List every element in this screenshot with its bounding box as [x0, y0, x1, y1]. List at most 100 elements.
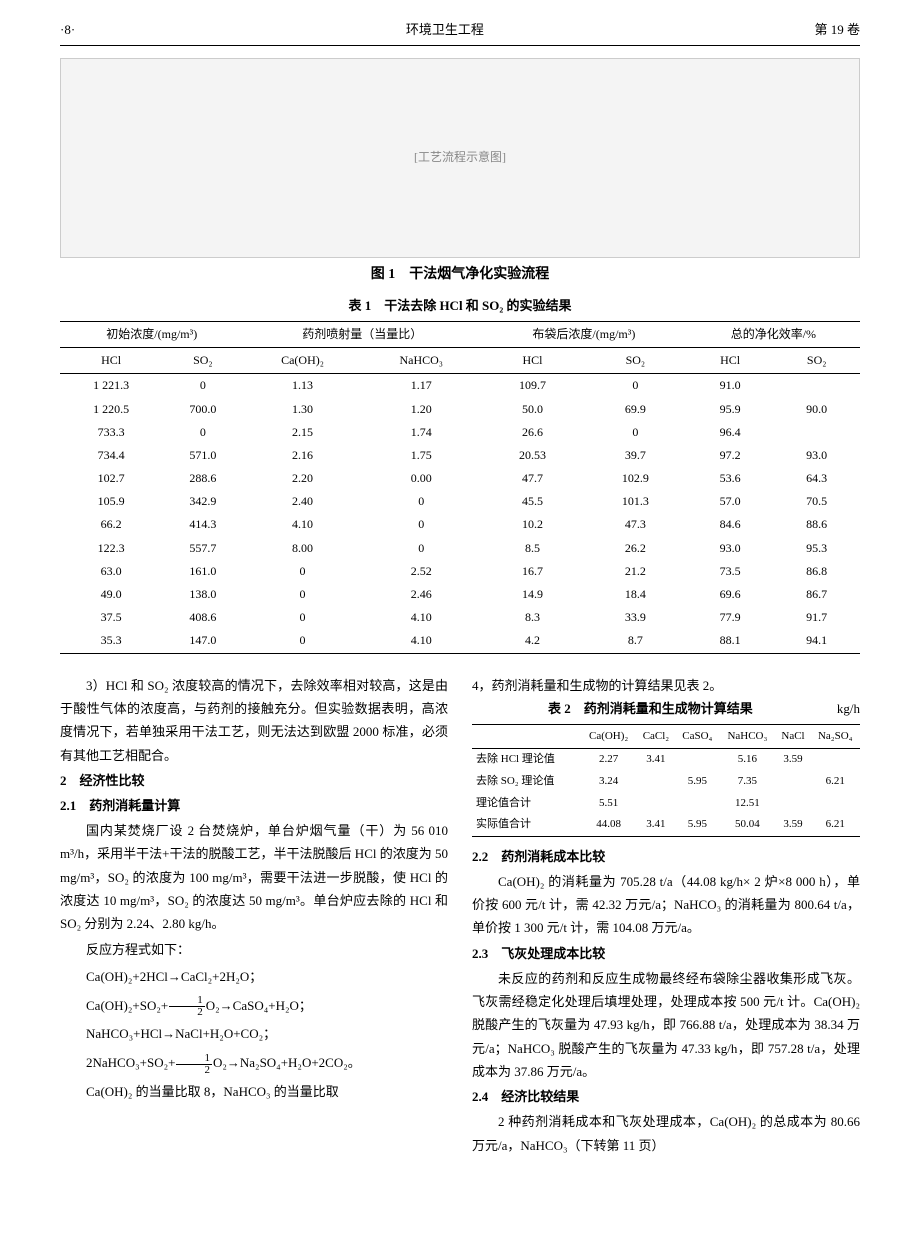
table-cell: 3.41 [636, 814, 675, 836]
table-cell: 21.2 [584, 560, 687, 583]
table-2: Ca(OH)₂ CaCl₂ CaSO₄ NaHCO₃ NaCl Na₂SO₄ 去… [472, 724, 860, 837]
table-cell: 26.2 [584, 537, 687, 560]
table-cell: 3.59 [776, 749, 811, 771]
table-cell [776, 771, 811, 793]
table-cell: 95.9 [687, 398, 774, 421]
table-cell: 94.1 [773, 629, 860, 653]
table-row: 1 220.5700.01.301.2050.069.995.990.0 [60, 398, 860, 421]
table-cell: 50.0 [481, 398, 584, 421]
figure-1-caption: 图 1 干法烟气净化实验流程 [60, 264, 860, 286]
table-cell: 5.51 [581, 793, 637, 815]
table-cell: 0 [361, 490, 481, 513]
table-cell: 84.6 [687, 513, 774, 536]
eq-text: NaHCO₃+HCl→NaCl+H₂O+CO₂； [86, 1026, 276, 1041]
table-1: 初始浓度/(mg/m³) 药剂喷射量（当量比） 布袋后浓度/(mg/m³) 总的… [60, 321, 860, 654]
table-cell: 288.6 [162, 467, 243, 490]
table-cell [773, 374, 860, 398]
table-cell: 3.59 [776, 814, 811, 836]
left-column: 3）HCl 和 SO₂ 浓度较高的情况下，去除效率相对较高，这是由于酸性气体的浓… [60, 674, 448, 1159]
table-cell [776, 793, 811, 815]
body-paragraph: 国内某焚烧厂设 2 台焚烧炉，单台炉烟气量（干）为 56 010 m³/h，采用… [60, 819, 448, 936]
table-cell: 2.15 [244, 421, 362, 444]
table-cell: 6.21 [810, 771, 860, 793]
table-cell: 7.35 [719, 771, 775, 793]
eq-text: O₂→Na₂SO₄+H₂O+2CO₂。 [213, 1055, 361, 1070]
subsection-heading: 2.1 药剂消耗量计算 [60, 796, 448, 817]
table-cell: 2.40 [244, 490, 362, 513]
table-1-caption: 表 1 干法去除 HCl 和 SO₂ 的实验结果 [60, 296, 860, 317]
t1-group-header: 总的净化效率/% [687, 321, 860, 347]
table-row: 63.0161.002.5216.721.273.586.8 [60, 560, 860, 583]
table-row: 1 221.301.131.17109.7091.0 [60, 374, 860, 398]
equation-2: Ca(OH)₂+SO₂+12O₂→CaSO₄+H₂O； [60, 994, 448, 1019]
table-row: 去除 SO₂ 理论值3.245.957.356.21 [472, 771, 860, 793]
table-cell: 47.7 [481, 467, 584, 490]
table-cell: 8.00 [244, 537, 362, 560]
table-cell: 88.6 [773, 513, 860, 536]
t1-group-header: 布袋后浓度/(mg/m³) [481, 321, 687, 347]
table-cell: 57.0 [687, 490, 774, 513]
table-cell: 4.10 [361, 606, 481, 629]
t1-sub-header: NaHCO₃ [361, 348, 481, 374]
table-cell: 93.0 [687, 537, 774, 560]
table-row: 理论值合计5.51 12.51 [472, 793, 860, 815]
table-row: 35.3147.004.104.28.788.194.1 [60, 629, 860, 653]
table-cell: 去除 SO₂ 理论值 [472, 771, 581, 793]
table-cell [675, 749, 719, 771]
table-cell: 0 [244, 629, 362, 653]
table-cell: 39.7 [584, 444, 687, 467]
table-cell: 109.7 [481, 374, 584, 398]
table-cell: 414.3 [162, 513, 243, 536]
table-cell: 700.0 [162, 398, 243, 421]
table-cell [773, 421, 860, 444]
t2-header: Na₂SO₄ [810, 724, 860, 749]
table-cell: 6.21 [810, 814, 860, 836]
table-cell: 63.0 [60, 560, 162, 583]
body-paragraph: 2 种药剂消耗成本和飞灰处理成本，Ca(OH)₂ 的总成本为 80.66 万元/… [472, 1110, 860, 1157]
table-cell: 93.0 [773, 444, 860, 467]
table-cell: 0 [361, 537, 481, 560]
table-cell: 理论值合计 [472, 793, 581, 815]
table-cell: 1.20 [361, 398, 481, 421]
table-cell: 96.4 [687, 421, 774, 444]
subsection-heading: 2.4 经济比较结果 [472, 1087, 860, 1108]
table-cell: 2.20 [244, 467, 362, 490]
t2-header: NaHCO₃ [719, 724, 775, 749]
t1-sub-header: Ca(OH)₂ [244, 348, 362, 374]
table-cell: 122.3 [60, 537, 162, 560]
t1-group-header: 药剂喷射量（当量比） [244, 321, 481, 347]
table-row: 66.2414.34.10010.247.384.688.6 [60, 513, 860, 536]
table-cell: 2.16 [244, 444, 362, 467]
t2-header [472, 724, 581, 749]
table-cell: 90.0 [773, 398, 860, 421]
table-cell: 50.04 [719, 814, 775, 836]
table-cell: 101.3 [584, 490, 687, 513]
figure-placeholder-text: [工艺流程示意图] [414, 148, 506, 167]
table-cell: 14.9 [481, 583, 584, 606]
t1-group-header: 初始浓度/(mg/m³) [60, 321, 244, 347]
table-cell: 35.3 [60, 629, 162, 653]
eq-text: 2NaHCO₃+SO₂+ [86, 1055, 175, 1070]
table-cell: 5.95 [675, 814, 719, 836]
table-cell: 69.6 [687, 583, 774, 606]
table-cell: 86.7 [773, 583, 860, 606]
table-cell: 138.0 [162, 583, 243, 606]
table-cell: 44.08 [581, 814, 637, 836]
table-cell: 4.10 [361, 629, 481, 653]
table-cell: 66.2 [60, 513, 162, 536]
t1-sub-header: HCl [481, 348, 584, 374]
table-cell: 8.3 [481, 606, 584, 629]
table-cell: 20.53 [481, 444, 584, 467]
table-cell: 0 [584, 374, 687, 398]
table-cell: 2.27 [581, 749, 637, 771]
t2-header: CaSO₄ [675, 724, 719, 749]
table-row: 实际值合计44.083.415.9550.043.596.21 [472, 814, 860, 836]
table-cell: 12.51 [719, 793, 775, 815]
subsection-heading: 2.3 飞灰处理成本比较 [472, 944, 860, 965]
table-cell: 0 [361, 513, 481, 536]
table-cell: 86.8 [773, 560, 860, 583]
table-cell: 69.9 [584, 398, 687, 421]
two-column-layout: 3）HCl 和 SO₂ 浓度较高的情况下，去除效率相对较高，这是由于酸性气体的浓… [60, 674, 860, 1159]
body-paragraph: 未反应的药剂和反应生成物最终经布袋除尘器收集形成飞灰。飞灰需经稳定化处理后填埋处… [472, 967, 860, 1084]
table-row: 37.5408.604.108.333.977.991.7 [60, 606, 860, 629]
